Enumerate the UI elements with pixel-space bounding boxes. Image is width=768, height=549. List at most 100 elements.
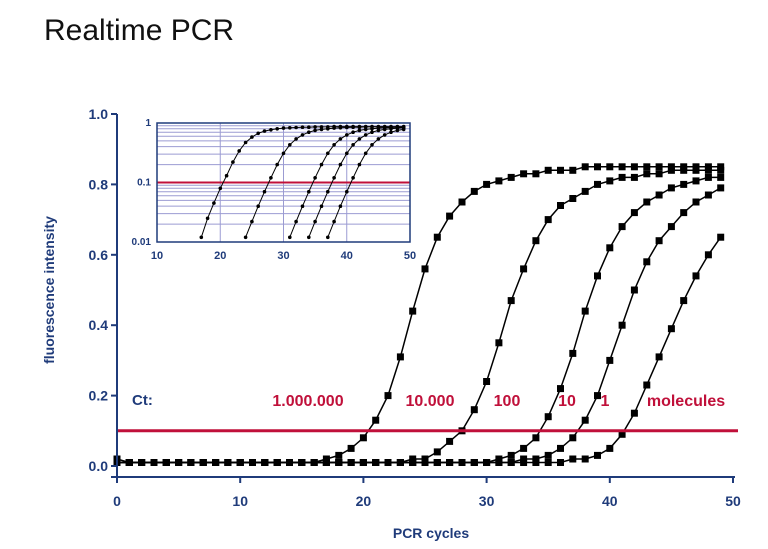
- data-point: [458, 459, 466, 466]
- data-point: [618, 163, 626, 171]
- inset-data-point: [262, 189, 267, 194]
- data-point: [162, 459, 170, 466]
- inset-data-point: [313, 176, 317, 180]
- inset-data-point: [307, 125, 311, 129]
- data-point: [384, 392, 392, 400]
- data-point: [483, 180, 491, 188]
- inset-data-point: [275, 162, 280, 167]
- data-point: [495, 459, 503, 466]
- data-point: [717, 166, 725, 174]
- slide-title: Realtime PCR: [44, 14, 235, 47]
- y-tick-label: 0.6: [89, 247, 109, 263]
- inset-data-point: [357, 125, 362, 129]
- data-point: [261, 459, 269, 466]
- data-point: [692, 166, 700, 174]
- inset-data-point: [382, 127, 387, 132]
- data-point: [606, 444, 614, 452]
- data-point: [520, 170, 528, 178]
- data-point: [273, 459, 281, 466]
- data-point: [384, 459, 392, 466]
- inset-data-point: [401, 127, 406, 132]
- data-point: [544, 451, 552, 459]
- data-point: [618, 173, 626, 181]
- data-point: [704, 251, 712, 259]
- x-tick-label: 20: [356, 493, 372, 509]
- curve-5: [113, 233, 725, 466]
- data-point: [335, 459, 343, 466]
- data-point: [667, 184, 675, 192]
- data-point: [680, 209, 688, 217]
- inset-x-tick-label: 50: [404, 250, 416, 262]
- inset-x-tick-label: 40: [341, 250, 353, 262]
- data-point: [655, 163, 663, 171]
- inset-data-point: [288, 126, 292, 130]
- inset-data-point: [345, 189, 349, 194]
- x-tick-label: 30: [479, 493, 495, 509]
- y-tick-label: 0.0: [89, 458, 109, 474]
- data-point: [704, 191, 712, 199]
- data-point: [643, 381, 651, 389]
- inset-data-point: [338, 162, 343, 167]
- inset-data-point: [345, 125, 349, 130]
- inset-data-point: [199, 235, 204, 240]
- inset-data-point: [326, 189, 330, 194]
- inset-data-point: [338, 137, 343, 141]
- inset-data-point: [389, 127, 393, 131]
- inset-data-point: [256, 131, 261, 136]
- y-axis-label: fluorescence intensity: [41, 216, 57, 364]
- data-point: [433, 233, 441, 241]
- data-point: [581, 455, 589, 463]
- inset-data-point: [357, 128, 362, 133]
- inset-log-chart: 0.01 0.1 1 10 20 30 40 50: [132, 118, 417, 262]
- data-point: [667, 166, 675, 174]
- amount-label: 10.000: [406, 393, 455, 410]
- data-point: [249, 459, 256, 466]
- data-point: [372, 459, 380, 466]
- inset-data-point: [351, 125, 355, 129]
- data-point: [409, 459, 417, 466]
- inset-data-point: [250, 219, 254, 224]
- data-point: [717, 184, 725, 192]
- inset-data-point: [262, 129, 267, 133]
- data-point: [643, 198, 651, 206]
- inset-data-point: [243, 140, 248, 145]
- data-point: [581, 416, 589, 424]
- data-point: [175, 459, 183, 466]
- inset-data-point: [319, 204, 324, 208]
- data-point: [483, 459, 491, 466]
- data-point: [532, 170, 540, 178]
- data-point: [557, 202, 564, 209]
- data-point: [692, 177, 700, 185]
- amount-label: 1: [601, 393, 610, 410]
- data-point: [187, 459, 195, 466]
- data-point: [347, 459, 355, 466]
- data-point: [433, 459, 441, 466]
- inset-data-point: [205, 216, 210, 221]
- curve-line: [117, 236, 722, 464]
- data-point: [224, 459, 232, 466]
- data-point: [692, 272, 700, 280]
- main-axes: 0.0 0.2 0.4 0.6 0.8 1.0 0 10 20 30 40 50: [89, 106, 741, 509]
- data-point: [594, 272, 601, 280]
- data-point: [236, 459, 244, 466]
- data-point: [704, 166, 712, 174]
- data-point: [286, 459, 293, 466]
- data-point: [310, 459, 318, 466]
- data-point: [594, 451, 601, 459]
- data-point: [199, 459, 207, 466]
- data-point: [704, 173, 712, 181]
- inset-data-point: [256, 204, 261, 208]
- inset-y-tick-label: 1: [145, 118, 151, 129]
- inset-data-point: [212, 201, 216, 205]
- data-point: [680, 166, 688, 174]
- data-point: [618, 430, 626, 438]
- inset-data-point: [250, 135, 254, 139]
- data-point: [557, 166, 564, 174]
- data-point: [557, 385, 564, 393]
- data-point: [446, 212, 454, 220]
- data-point: [557, 444, 564, 452]
- data-point: [618, 321, 626, 329]
- y-tick-label: 0.2: [89, 388, 109, 404]
- inset-data-point: [313, 128, 317, 133]
- data-point: [532, 459, 540, 466]
